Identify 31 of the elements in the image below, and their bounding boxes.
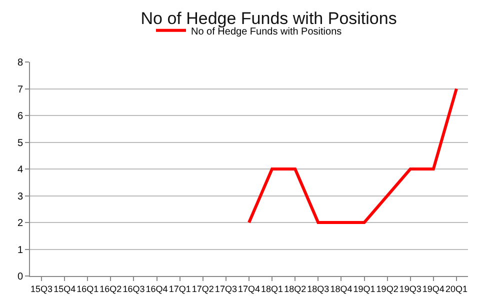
x-tick-label: 16Q3 [122, 284, 145, 294]
x-tick-label: 20Q1 [445, 284, 468, 294]
chart-title: No of Hedge Funds with Positions [140, 9, 397, 28]
x-tick-label: 17Q4 [238, 284, 260, 294]
x-tick-label: 17Q1 [168, 284, 191, 294]
x-tick-label: 17Q3 [214, 284, 237, 294]
x-tick-label: 16Q4 [146, 284, 168, 294]
y-tick-label: 1 [17, 244, 24, 256]
y-tick-label: 5 [17, 138, 24, 149]
y-tick-label: 4 [17, 164, 24, 176]
y-tick-label: 8 [17, 58, 24, 68]
x-tick-label: 16Q1 [76, 284, 99, 294]
x-tick-label: 16Q2 [100, 284, 122, 294]
y-tick-label: 2 [17, 218, 24, 229]
x-tick-label: 18Q1 [261, 284, 284, 294]
x-tick-label: 19Q4 [422, 284, 444, 294]
x-tick-label: 18Q4 [330, 284, 352, 294]
y-tick-label: 3 [17, 191, 24, 202]
x-tick-label: 19Q2 [376, 284, 398, 294]
y-tick-label: 6 [17, 111, 24, 122]
y-tick-label: 0 [17, 272, 24, 282]
x-tick-label: 15Q4 [54, 284, 76, 294]
x-tick-label: 19Q3 [399, 284, 422, 294]
line-series [248, 87, 458, 224]
x-tick-label: 19Q1 [353, 284, 376, 294]
x-tick-label: 15Q3 [30, 284, 53, 294]
x-tick-label: 17Q2 [192, 284, 214, 294]
legend-label: No of Hedge Funds with Positions [191, 26, 342, 38]
x-tick-label: 18Q2 [284, 284, 306, 294]
x-tick-label: 18Q3 [307, 284, 330, 294]
y-tick-label: 7 [17, 84, 24, 96]
